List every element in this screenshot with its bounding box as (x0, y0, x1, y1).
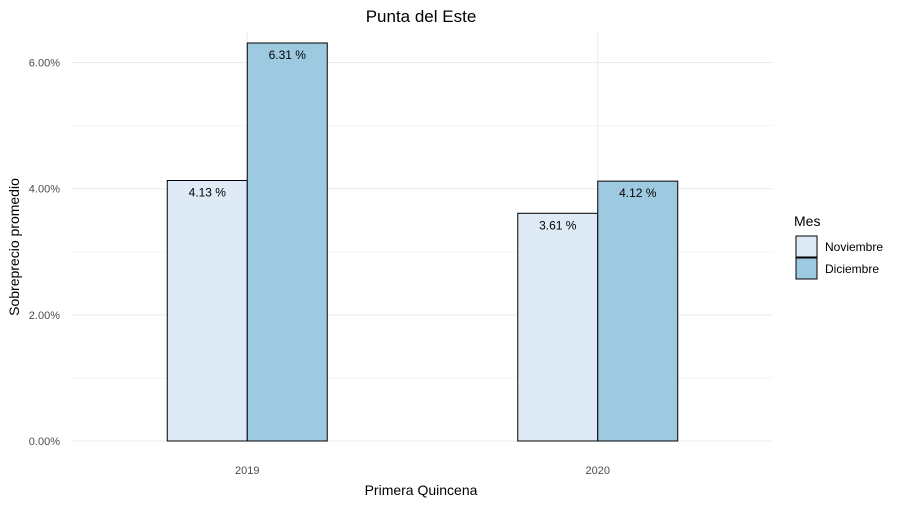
y-tick-label: 4.00% (29, 184, 60, 196)
bar-diciembre-2019 (246, 42, 328, 442)
y-tick-label: 0.00% (29, 436, 60, 448)
y-axis-title: Sobreprecio promedio (6, 178, 22, 316)
data-label: 6.31 % (269, 48, 307, 62)
y-tick-label: 6.00% (29, 58, 60, 70)
y-axis-ticks: 0.00% 2.00% 4.00% 6.00% (29, 58, 60, 448)
data-label: 3.61 % (539, 218, 577, 232)
bar-diciembre-2020 (597, 180, 679, 442)
chart-title: Punta del Este (366, 7, 477, 26)
legend-label: Noviembre (825, 240, 883, 254)
bar-noviembre-2019 (166, 179, 248, 442)
legend-key-noviembre (795, 235, 818, 258)
y-tick-label: 2.00% (29, 310, 60, 322)
data-label: 4.13 % (189, 185, 227, 199)
bar-noviembre-2020 (517, 212, 599, 442)
legend: Mes Noviembre Diciembre (794, 213, 883, 280)
x-tick-label: 2019 (235, 465, 259, 477)
legend-label: Diciembre (825, 262, 879, 276)
bars: 4.13 % 6.31 % 3.61 % 4.12 % (166, 42, 679, 442)
x-axis-ticks: 2019 2020 (235, 465, 610, 477)
legend-key-diciembre (795, 257, 818, 280)
legend-title: Mes (794, 213, 820, 229)
x-tick-label: 2020 (586, 465, 610, 477)
x-axis-title: Primera Quincena (365, 482, 478, 498)
data-label: 4.12 % (619, 186, 657, 200)
